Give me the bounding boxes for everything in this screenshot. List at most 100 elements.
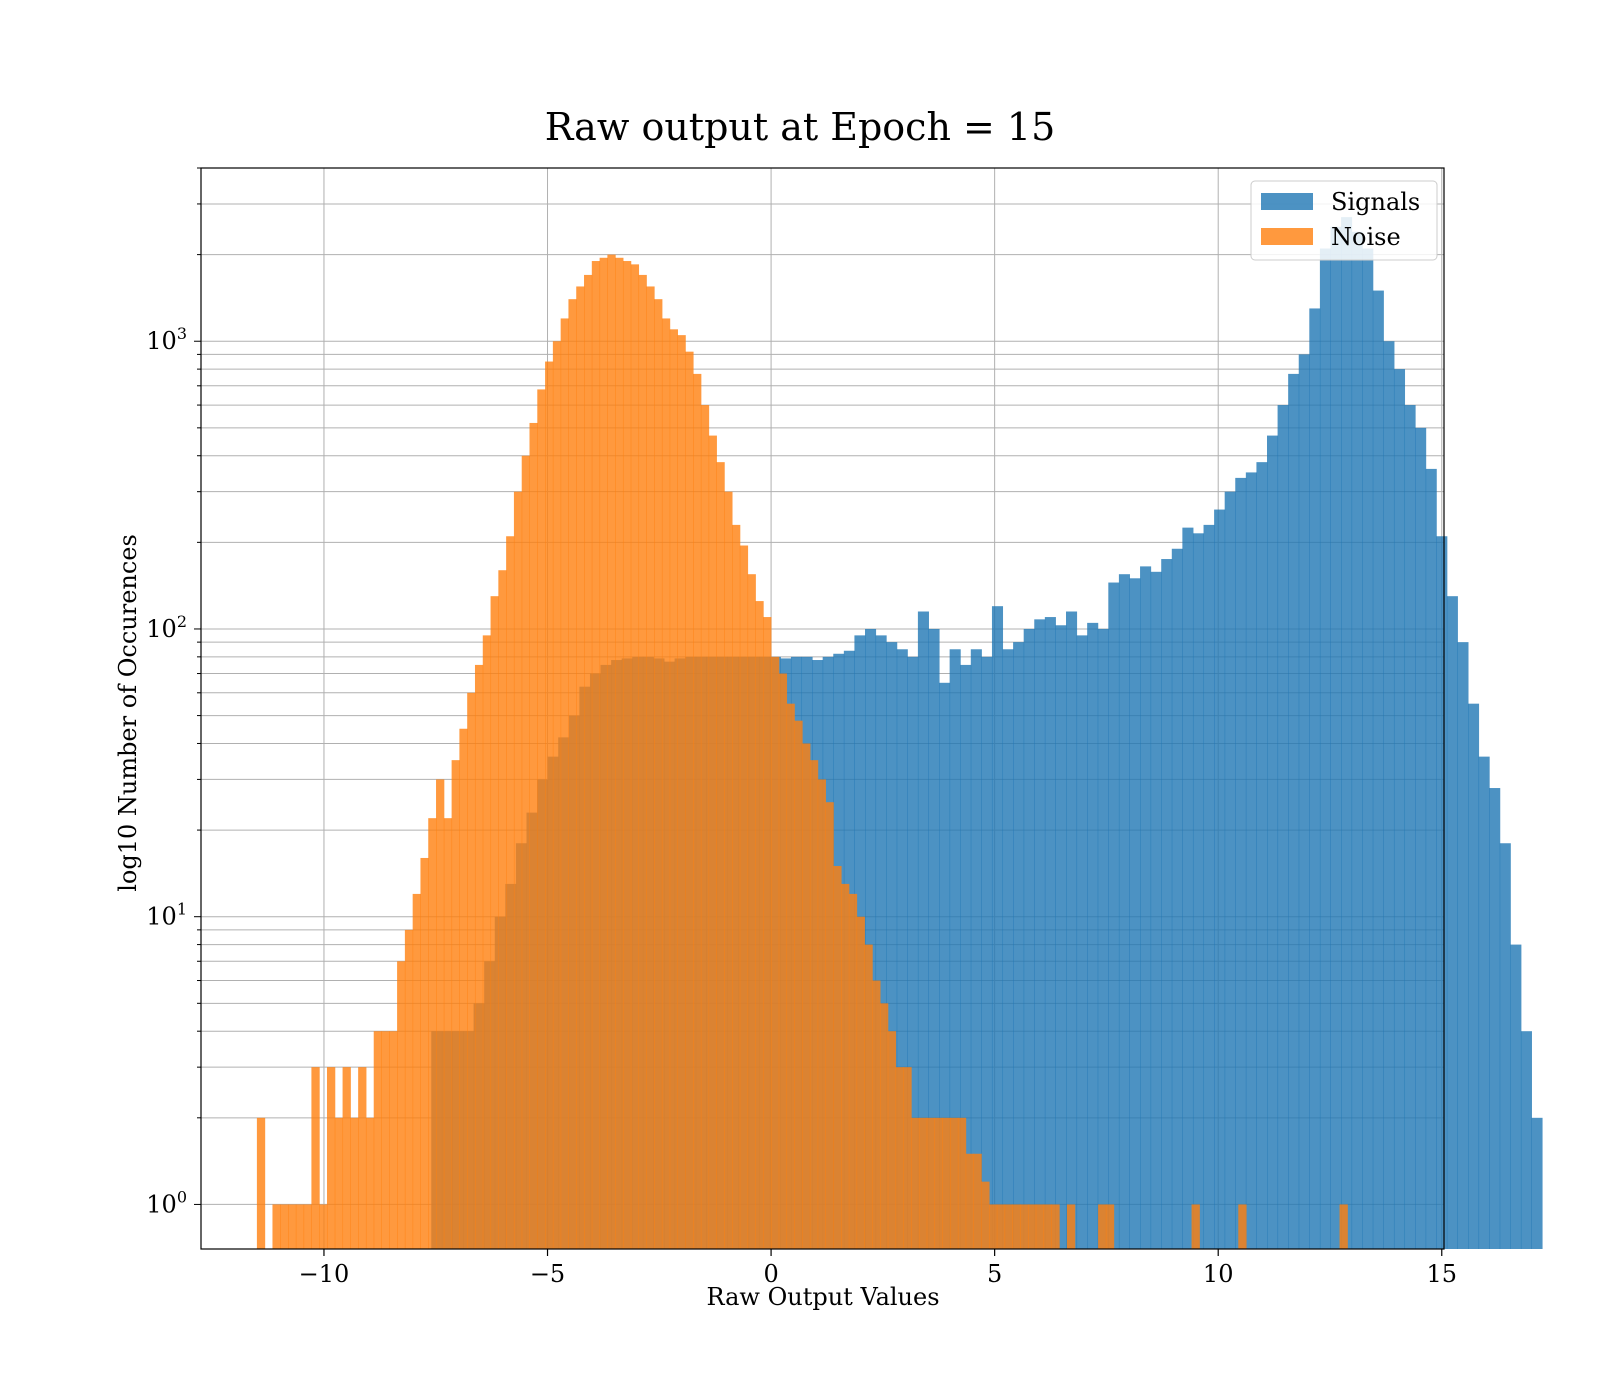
noise-bar [420,857,429,1249]
noise-bar [817,779,826,1249]
x-tick-label: −10 [299,1260,350,1288]
noise-bar [965,1153,974,1249]
legend-label-noise: Noise [1331,223,1401,251]
noise-bar [950,1117,959,1249]
noise-bar [256,1117,266,1249]
noise-bar [825,802,834,1249]
noise-bar [1035,1204,1045,1249]
noise-bar [763,617,772,1249]
noise-bar [833,866,842,1249]
signals-bar [1129,578,1141,1249]
signals-bar [1277,405,1289,1249]
noise-bar [467,692,476,1249]
noise-bar [545,361,554,1250]
noise-bar [1027,1204,1037,1249]
signals-bar [1023,628,1035,1249]
signals-bar [1288,373,1300,1249]
noise-bar [848,893,858,1249]
noise-bar [724,491,733,1250]
noise-bar [755,601,764,1249]
noise-series [256,254,1348,1250]
noise-bar [646,286,655,1249]
noise-bar [809,760,819,1249]
signals-bar [1415,427,1427,1249]
signals-bar [1150,571,1162,1249]
noise-bar [778,673,788,1249]
noise-bar [942,1117,951,1249]
noise-bar [708,435,717,1249]
x-tick-label: 5 [987,1260,1002,1288]
noise-bar [879,1003,889,1249]
signals-bar [928,628,940,1249]
noise-bar [358,1067,367,1249]
noise-bar [957,1117,967,1249]
noise-bar [513,491,523,1250]
noise-bar [381,1031,390,1249]
noise-bar [1191,1204,1200,1249]
signals-bar [917,611,929,1249]
noise-bar [537,389,546,1250]
noise-bar [1051,1204,1060,1249]
chart-title: Raw output at Epoch = 15 [545,105,1056,149]
noise-bar [856,916,865,1249]
noise-bar [490,596,499,1249]
signals-bar [1372,290,1384,1249]
y-axis-label: log10 Number of Occurences [114,534,142,892]
noise-bar [365,1117,375,1249]
signals-bar [1362,248,1374,1249]
noise-bar [685,351,694,1250]
noise-bar [451,760,460,1249]
signals-bar [1404,405,1416,1249]
noise-bar [412,893,421,1249]
noise-bar [506,536,515,1249]
noise-bar [334,1117,344,1249]
signals-bar [970,649,982,1249]
noise-bar [841,883,850,1249]
signals-bar [1140,566,1152,1249]
noise-bar [599,257,608,1249]
noise-bar [280,1204,289,1249]
noise-bar [428,818,437,1249]
noise-bar [802,743,811,1249]
noise-bar [981,1181,990,1249]
signals-bar [1214,509,1226,1250]
signals-bar [1446,596,1458,1249]
noise-bar [996,1204,1006,1249]
noise-bar [568,299,577,1250]
x-axis-ticks: −10 −5 0 5 10 15 [299,1249,1457,1288]
noise-bar [1105,1204,1115,1249]
y-axis-ticks: 100 101 102 103 [146,167,201,1218]
noise-bar [638,274,647,1250]
noise-bar [926,1117,936,1249]
noise-bar [521,455,531,1249]
signals-bar [1520,1031,1532,1249]
signals-bar [1171,548,1183,1249]
signals-bar [1298,354,1310,1249]
noise-bar [436,779,445,1249]
signals-bar [1330,226,1342,1250]
signals-bar [1182,527,1194,1249]
noise-bar [576,286,585,1249]
signals-bar [1224,491,1236,1250]
noise-bar [1238,1204,1247,1249]
noise-bar [584,274,593,1250]
signals-bar [1489,788,1501,1249]
signals-bar [1256,462,1268,1250]
signals-bar [1192,533,1205,1249]
axes-frame [200,167,1445,1250]
signals-bar [1478,756,1490,1249]
x-tick-label: 15 [1426,1260,1457,1288]
noise-bar [895,1067,904,1249]
legend-swatch-noise [1261,228,1313,245]
signals-bar [1097,628,1109,1249]
signals-bar [1425,468,1437,1249]
signals-bar [1468,703,1480,1249]
noise-bar [794,720,803,1249]
noise-bar [404,929,414,1249]
noise-bar [607,254,616,1250]
axes [200,167,1445,1250]
x-tick-label: −5 [530,1260,565,1288]
signals-bar [1510,944,1522,1249]
x-tick-label: 10 [1203,1260,1234,1288]
